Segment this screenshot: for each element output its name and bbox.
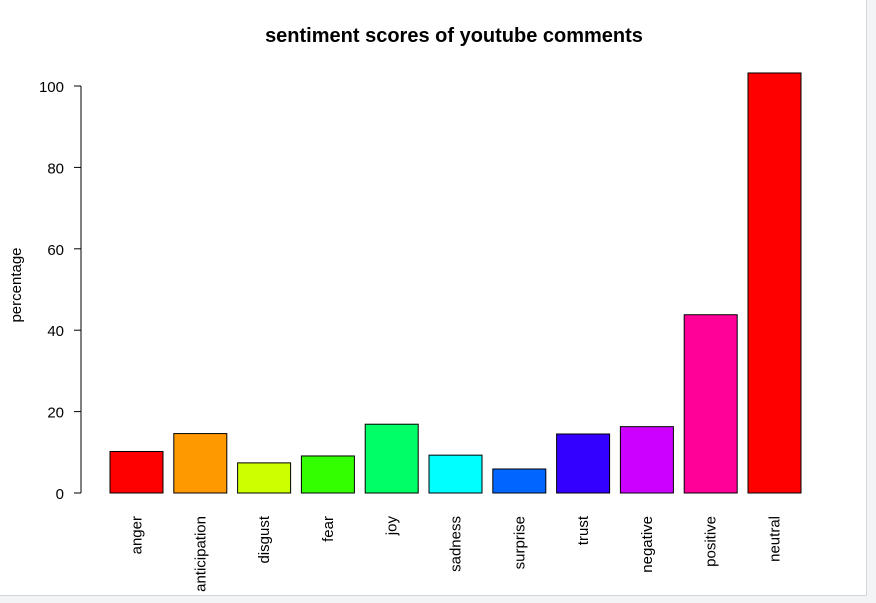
plot-frame: sentiment scores of youtube comments per… (0, 0, 867, 596)
x-tick-label-anger: anger (129, 516, 146, 554)
y-tick-label: 40 (47, 323, 64, 340)
x-tick-label-joy: joy (384, 516, 401, 537)
x-tick-label-neutral: neutral (767, 516, 784, 562)
x-tick-label-positive: positive (703, 516, 720, 567)
x-tick-label-sadness: sadness (448, 516, 465, 572)
y-tick-label: 80 (47, 160, 64, 177)
bar-chart: sentiment scores of youtube comments per… (8, 25, 802, 592)
bar-disgust (237, 462, 292, 494)
bar-joy (364, 423, 419, 494)
x-tick-label-fear: fear (320, 516, 337, 542)
bar-anger (109, 450, 164, 494)
bar-positive (683, 314, 738, 494)
bar-trust (556, 433, 611, 494)
bar-sadness (428, 454, 483, 494)
bar-surprise (492, 468, 547, 494)
bars (109, 72, 802, 494)
x-tick-label-trust: trust (575, 515, 592, 545)
x-tick-label-negative: negative (639, 516, 656, 573)
bar-fear (300, 455, 355, 494)
x-tick-label-anticipation: anticipation (192, 516, 209, 592)
y-axis: 0 20 40 60 80 100 (39, 79, 82, 503)
y-tick-label: 60 (47, 242, 64, 259)
bar-negative (619, 426, 674, 494)
y-tick-label: 20 (47, 405, 64, 422)
bar-neutral (747, 72, 802, 494)
y-tick-label: 100 (39, 79, 64, 96)
x-tick-label-surprise: surprise (511, 516, 528, 569)
y-axis-label: percentage (8, 247, 25, 322)
x-axis-tick-labels: anger anticipation disgust fear joy sadness su… (129, 515, 784, 592)
bar-anticipation (173, 433, 228, 494)
y-tick-label: 0 (56, 486, 64, 503)
chart-title: sentiment scores of youtube comments (265, 25, 643, 47)
x-tick-label-disgust: disgust (256, 515, 273, 563)
